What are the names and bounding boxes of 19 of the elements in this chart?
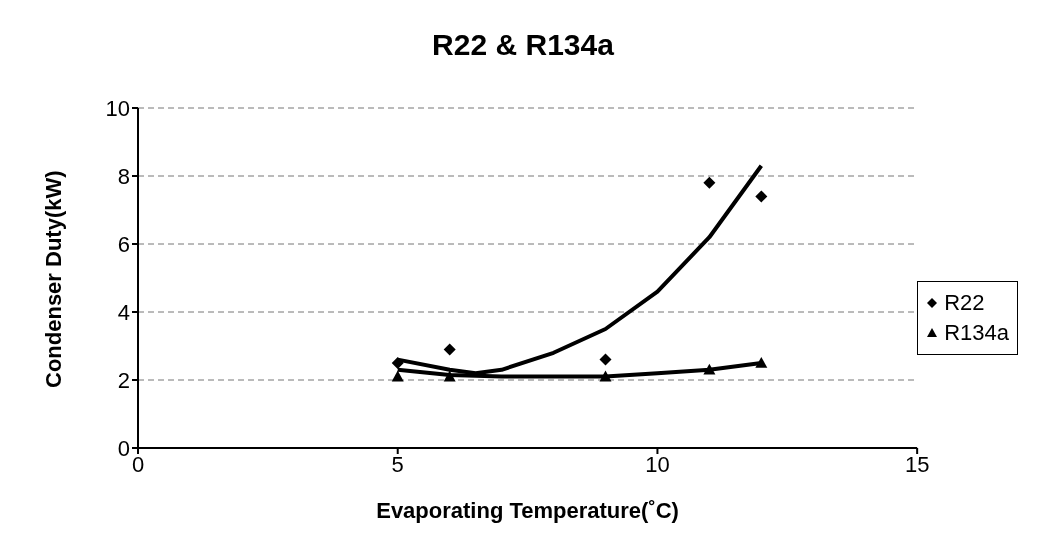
y-tick-label: 4 <box>117 299 130 325</box>
x-tick-label: 5 <box>391 451 404 477</box>
x-axis-title: Evaporating Temperature(˚C) <box>376 498 679 523</box>
point <box>391 370 404 382</box>
point <box>443 343 456 356</box>
y-tick-label: 10 <box>105 95 130 121</box>
y-tick-label: 6 <box>117 231 130 257</box>
legend-label: R22 <box>944 290 985 316</box>
y-tick-label: 2 <box>117 367 130 393</box>
y-tick-label: 8 <box>117 163 130 189</box>
chart-title: R22 & R134a <box>431 27 615 63</box>
y-tick-label: 0 <box>117 435 130 461</box>
point <box>599 353 612 366</box>
x-tick-label: 10 <box>645 451 670 477</box>
y-axis-title: Condenser Duty(kW) <box>40 170 66 388</box>
legend-label: R134a <box>944 320 1009 346</box>
x-tick-label: 15 <box>904 451 930 477</box>
point <box>703 176 716 189</box>
point <box>755 190 768 203</box>
